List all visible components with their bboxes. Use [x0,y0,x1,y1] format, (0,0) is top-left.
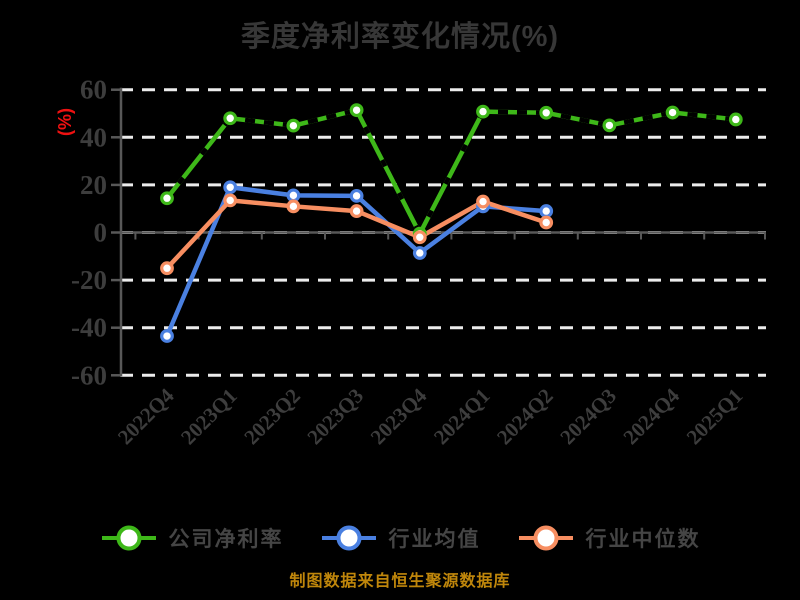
marker-2-3 [349,204,364,218]
legend-item-industry-median: 行业中位数 [517,523,701,553]
y-axis-unit-label: (%) [55,108,75,136]
x-tick-label-2022Q4: 2022Q4 [113,383,179,449]
y-tick-label-60: 60 [80,75,107,105]
y-tick-label-20: 20 [80,170,107,200]
marker-1-3 [349,188,364,203]
marker-0-5 [476,104,490,119]
x-tick-label-2023Q2: 2023Q2 [239,384,305,450]
chart-title: 季度净利率变化情况(%) [240,21,560,53]
marker-1-0 [160,329,174,343]
marker-1-6 [539,204,554,218]
series-overlay-dash-0-1 [229,116,294,128]
x-tick-label-2025Q1: 2025Q1 [682,384,748,450]
marker-1-2 [286,188,301,203]
marker-1-1 [223,180,238,195]
series-overlay-dash-0-2 [292,107,358,128]
marker-0-2 [286,118,301,133]
marker-0-0 [160,191,174,206]
legend-label-industry-median: 行业中位数 [585,528,701,551]
marker-2-4 [412,230,427,245]
y-tick-label-40: 40 [80,122,107,152]
y-tick-label--20: -20 [71,265,107,295]
series-line-0 [164,107,739,236]
industry-mean-series-marker-icon [321,525,376,551]
x-tick-label-2024Q2: 2024Q2 [492,384,558,450]
series-overlay-dash-0-4 [417,110,485,235]
marker-2-2 [286,199,301,214]
marker-0-9 [728,112,743,127]
x-tick-label-2023Q4: 2023Q4 [366,383,432,449]
marker-0-7 [602,118,617,133]
marker-0-3 [349,103,364,118]
legend-item-industry-mean: 行业均值 [320,523,481,553]
y-tick-label--40: -40 [71,313,107,343]
x-tick-label-2023Q1: 2023Q1 [176,384,242,450]
marker-2-6 [539,215,554,230]
x-tick-label-2024Q1: 2024Q1 [429,384,495,450]
marker-2-0 [160,261,174,276]
marker-0-1 [223,111,238,126]
y-tick-label--60: -60 [71,360,107,390]
x-tick-label-2024Q4: 2024Q4 [618,383,684,449]
series-overlay-dash-0-3 [354,109,422,235]
company-series-marker-icon [101,525,156,551]
marker-2-5 [476,194,490,209]
series-overlay-dash-0-6 [545,110,610,128]
x-tick-label-2024Q3: 2024Q3 [555,384,621,450]
x-tick-label-2023Q3: 2023Q3 [302,384,368,450]
marker-2-1 [223,193,238,208]
marker-1-4 [412,246,427,260]
legend: 公司净利率 行业均值 行业中位数 [0,518,800,558]
marker-0-8 [665,105,680,120]
legend-label-industry-mean: 行业均值 [388,528,481,551]
marker-0-6 [539,105,554,120]
data-source-note: 制图数据来自恒生聚源数据库 [289,573,511,590]
industry-median-series-marker-icon [518,525,573,551]
series-overlay-dash-0-7 [608,110,674,128]
y-tick-label-0: 0 [94,218,108,248]
legend-item-company: 公司净利率 [100,523,284,553]
legend-label-company: 公司净利率 [168,528,284,551]
